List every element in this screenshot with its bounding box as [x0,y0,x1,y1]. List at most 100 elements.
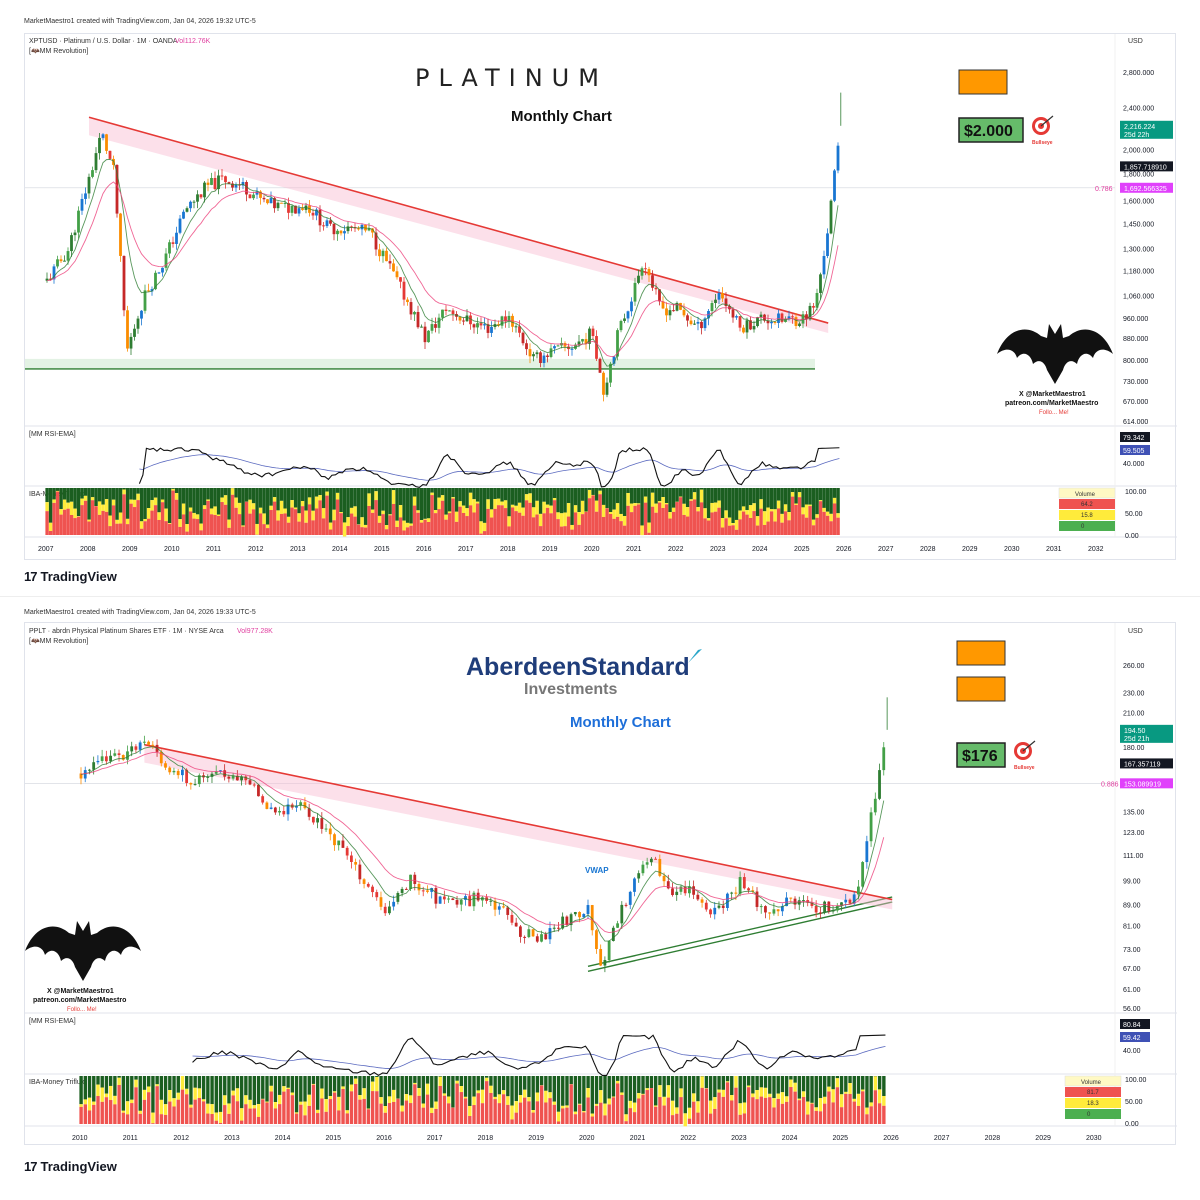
flux-bar-yellow [159,1099,164,1115]
flux-legend-cell [1059,499,1115,509]
flux-bar-red [185,1094,189,1124]
flux-bar-red [92,1104,96,1124]
flux-bar-yellow [444,514,448,520]
flux-bar-red [391,503,396,535]
flux-bar-red [784,1101,789,1124]
flux-bar-yellow [218,1111,223,1123]
flux-bar-red [678,497,683,535]
candle-body [700,321,703,329]
year-tick: 2010 [164,546,180,553]
flux-bar-yellow [710,502,714,513]
flux-bar-red [83,1104,88,1124]
flux-bar-red [121,1112,126,1124]
flux-legend-header [1064,1075,1122,1087]
chart-svg[interactable]: PPLT · abrdn Physical Platinum Shares ET… [25,623,1177,1146]
flux-bar-red [548,1098,552,1124]
flux-bar-green [48,488,53,523]
flux-bar-green [475,488,480,502]
flux-bar-yellow [493,1096,497,1100]
flux-bar-yellow [157,512,161,520]
logo-accent-icon [688,649,702,663]
flux-bar-green [299,1076,303,1102]
chart-svg[interactable]: XPTUSD · Platinum / U.S. Dollar · 1M · O… [25,34,1177,561]
flux-bar-red [96,1096,100,1124]
price-tick: 2,000.000 [1123,147,1154,154]
flux-bar-green [451,488,455,498]
flux-bar-green [272,488,277,498]
candle-body [413,311,416,315]
flux-bar-red [76,516,81,535]
flux-bar-yellow [178,519,182,527]
flux-bar-yellow [624,1114,628,1122]
flux-bar-green [244,1076,248,1096]
candle-body [147,290,150,292]
flux-bar-green [143,488,147,520]
flux-bar-red [223,504,228,535]
flux-bar-red [762,524,767,535]
flux-bar-green [138,1076,142,1111]
chart-area[interactable]: PPLT · abrdn Physical Platinum Shares ET… [24,622,1177,1146]
flux-bar-red [545,507,550,535]
flux-bar-green [573,488,578,506]
flux-bar-red [438,1085,442,1124]
candle-body [434,324,437,328]
flux-bar-green [569,1076,573,1085]
flux-bar-red [745,514,749,535]
candle-body [759,906,763,908]
year-tick: 2020 [584,546,600,553]
flux-bar-green [370,488,375,510]
bullseye-label: Bullseye [1014,765,1035,771]
flux-bar-red [801,1097,806,1124]
flux-bar-yellow [299,1101,303,1105]
flux-bar-red [176,1099,180,1124]
candle-body [607,940,611,961]
price-tick: 960.000 [1123,316,1148,323]
candle-body [640,268,644,276]
flux-bar-red [489,1092,493,1124]
candle-body [651,275,654,288]
flux-bar-green [294,1076,299,1113]
flux-bar-red [793,1091,797,1124]
candle-body [168,242,171,254]
flux-bar-yellow [801,507,805,515]
flux-bar-red [465,516,469,535]
flux-bar-yellow [721,1089,725,1097]
candle-body [734,892,738,894]
flux-bar-red [314,508,319,535]
flux-bar-yellow [658,1085,662,1098]
flux-bar-yellow [213,506,217,515]
flux-bar-green [831,1076,835,1090]
candle-body [647,269,651,276]
flux-bar-red [510,507,515,535]
candle-body [248,194,252,199]
flux-bar-yellow [548,1092,552,1099]
flux-bar-red [69,515,74,535]
flux-bar-yellow [108,515,112,527]
candle-body [299,802,303,806]
price-tick: 89.00 [1123,903,1141,910]
flux-bar-red [209,514,214,535]
flux-bar-red [679,1097,683,1124]
flux-bar-red [210,1113,214,1124]
flux-bar-green [125,488,130,519]
candle-body [161,267,164,273]
candle-body [590,905,594,931]
flux-bar-green [587,488,592,490]
flux-bar-green [580,488,585,501]
candle-body [311,816,315,823]
chart-area[interactable]: XPTUSD · Platinum / U.S. Dollar · 1M · O… [24,33,1177,561]
flux-bar-green [150,488,154,501]
flux-bar-green [265,488,270,525]
price-tick: 67.00 [1123,966,1141,973]
flux-bar-red [580,514,585,535]
flux-bar-red [136,500,140,535]
flux-bar-green [852,1076,856,1099]
flux-bar-yellow [321,508,326,519]
flux-bar-red [111,505,116,535]
flux-bar-green [566,488,571,504]
flux-tick: 50.00 [1125,1099,1143,1106]
flux-bar-red [814,1110,818,1124]
flux-bar-red [396,1098,400,1124]
flux-bar-green [168,1076,172,1091]
candle-body [703,318,707,329]
